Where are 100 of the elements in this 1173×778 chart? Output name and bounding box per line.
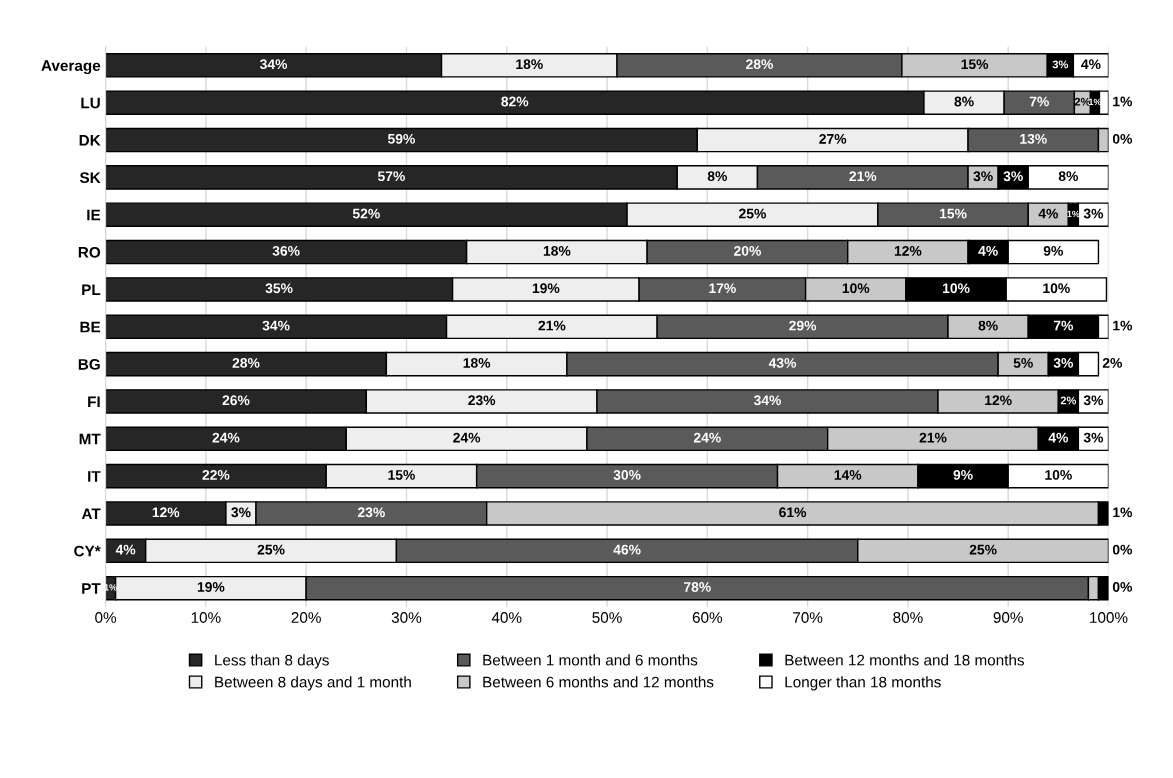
data-label: 9% <box>1043 245 1063 256</box>
data-label: 2% <box>1060 396 1077 405</box>
data-label: 3% <box>1083 395 1104 406</box>
data-label: 3% <box>231 507 251 518</box>
data-label: 43% <box>768 358 797 368</box>
data-label: 10% <box>1045 470 1072 480</box>
y-tick-label: BE <box>80 321 101 333</box>
data-label: 52% <box>352 208 380 219</box>
data-label: 1% <box>1113 96 1133 107</box>
data-label: 18% <box>516 59 543 70</box>
data-label: 4% <box>1081 59 1101 70</box>
data-label: 4% <box>978 246 998 256</box>
y-tick-label: LU <box>81 97 100 109</box>
data-label: 15% <box>388 470 415 480</box>
data-label: 3% <box>1083 432 1104 443</box>
data-label: 18% <box>463 358 491 368</box>
y-tick-label: IT <box>88 471 101 482</box>
data-label: 12% <box>894 245 922 256</box>
data-label: 30% <box>613 470 641 480</box>
data-label: 3% <box>1053 358 1074 368</box>
data-label: 5% <box>1013 358 1033 368</box>
data-label: 12% <box>152 507 180 518</box>
data-label: 21% <box>849 171 877 182</box>
data-label: 7% <box>1053 320 1074 331</box>
data-label: 10% <box>842 283 870 294</box>
data-label: 28% <box>232 358 260 368</box>
data-label: 25% <box>969 544 997 555</box>
data-label: 15% <box>961 59 989 70</box>
data-label: 1% <box>1113 507 1133 518</box>
data-label: 36% <box>272 245 300 256</box>
data-label: 3% <box>1052 60 1069 69</box>
data-label: 0% <box>1112 133 1133 144</box>
x-tick-label: 50% <box>592 612 622 623</box>
data-label: 78% <box>683 582 711 592</box>
data-label: 2% <box>1102 358 1123 368</box>
x-tick-label: 30% <box>391 612 422 623</box>
data-label: 21% <box>538 320 566 331</box>
y-tick-label: PT <box>82 583 101 594</box>
data-label: 29% <box>789 320 817 331</box>
x-tick-label: 80% <box>893 612 923 623</box>
y-tick-label: Average <box>41 60 101 75</box>
data-label: 23% <box>468 395 496 406</box>
data-label: 19% <box>532 283 560 294</box>
data-label: 23% <box>357 507 385 518</box>
x-tick-label: 70% <box>793 612 823 623</box>
data-label: 34% <box>259 59 288 70</box>
data-label: 10% <box>1043 283 1070 294</box>
data-label: 12% <box>985 395 1012 406</box>
x-tick-label: 20% <box>291 612 321 623</box>
data-label: 24% <box>212 432 240 443</box>
y-tick-label: DK <box>79 135 101 146</box>
data-label: 4% <box>1038 208 1058 219</box>
y-tick-label: RO <box>78 246 101 258</box>
data-label: 8% <box>1058 171 1079 182</box>
data-label: 35% <box>265 283 293 294</box>
x-tick-label: 100% <box>1090 612 1128 623</box>
data-label: 7% <box>1029 96 1049 107</box>
data-label: 3% <box>1083 208 1104 219</box>
y-tick-label: MT <box>79 433 101 445</box>
data-label: 57% <box>377 171 405 182</box>
data-label: 82% <box>501 96 529 107</box>
data-label: 25% <box>257 544 285 555</box>
data-label: 19% <box>197 582 225 592</box>
data-label: 3% <box>1003 171 1023 182</box>
legend-label: Between 8 days and 1 month <box>215 676 411 691</box>
data-label: 26% <box>222 395 250 406</box>
data-label: 15% <box>940 208 967 219</box>
data-label: 14% <box>834 470 862 480</box>
data-label: 17% <box>709 283 736 294</box>
data-label: 13% <box>1020 133 1047 144</box>
data-label: 3% <box>973 171 993 182</box>
data-label: 34% <box>262 320 290 331</box>
data-label: 21% <box>919 432 947 443</box>
legend-label: Between 1 month and 6 months <box>483 654 698 666</box>
y-tick-label: IE <box>87 209 101 221</box>
data-label: 4% <box>115 544 136 555</box>
x-tick-label: 60% <box>692 612 723 623</box>
data-label: 24% <box>453 432 481 443</box>
data-label: 2% <box>1074 97 1091 106</box>
x-tick-label: 40% <box>491 612 522 623</box>
data-label: 8% <box>954 96 974 107</box>
y-tick-label: FI <box>88 396 100 407</box>
data-label: 1% <box>1113 320 1133 331</box>
data-label: 20% <box>734 245 761 256</box>
legend-label: Longer than 18 months <box>785 676 941 691</box>
legend-label: Between 12 months and 18 months <box>785 654 1025 666</box>
y-tick-label: AT <box>81 508 101 520</box>
data-label: 0% <box>1112 582 1133 592</box>
data-label: 61% <box>779 507 807 518</box>
x-tick-label: 90% <box>993 612 1023 623</box>
data-label: 28% <box>746 59 773 70</box>
legend-label: Between 6 months and 12 months <box>483 676 714 688</box>
y-tick-label: BG <box>78 358 100 370</box>
data-label: 25% <box>739 208 766 219</box>
data-label: 0% <box>1112 544 1133 555</box>
data-label: 22% <box>202 470 230 480</box>
data-label: 18% <box>543 245 571 256</box>
x-tick-label: 0% <box>95 612 117 623</box>
y-tick-label: SK <box>79 172 101 184</box>
x-tick-label: 10% <box>191 612 221 623</box>
